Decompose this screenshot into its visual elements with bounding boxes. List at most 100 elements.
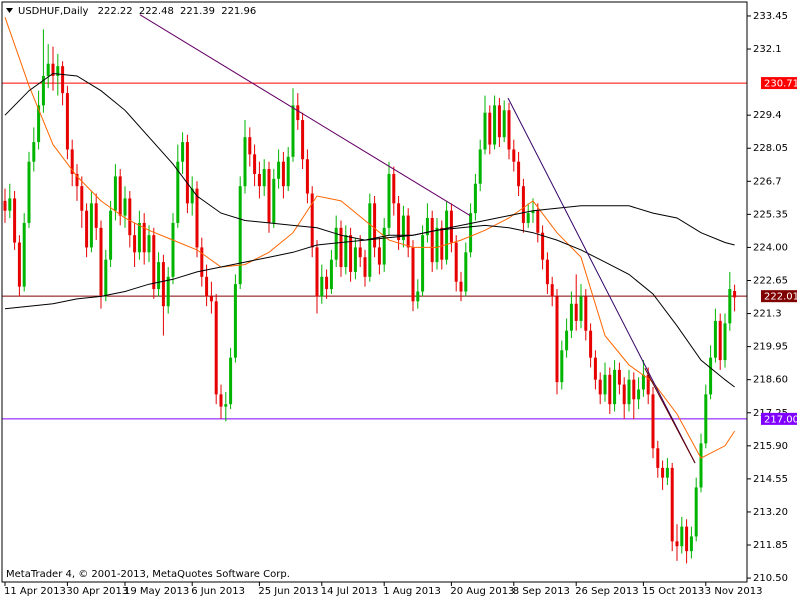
candle-body: [392, 173, 396, 204]
candle-body: [85, 210, 89, 248]
candle-body: [493, 105, 497, 145]
candle-body: [401, 215, 405, 241]
candle-body: [382, 227, 386, 265]
candle-body: [637, 389, 641, 400]
candle-body: [301, 120, 305, 160]
close-value: 221.96: [221, 6, 256, 17]
candle-body: [536, 210, 540, 233]
candle-body: [27, 161, 31, 223]
candle-body: [646, 374, 650, 395]
moving-average: [4, 205, 735, 310]
candle-body: [80, 186, 84, 211]
candle-body: [469, 213, 473, 253]
candle-body: [113, 176, 117, 211]
candle-body: [579, 296, 583, 321]
candle-body: [512, 149, 516, 162]
moving-average: [4, 17, 736, 459]
candle-body: [65, 93, 69, 150]
candle-body: [51, 63, 55, 76]
candle-body: [123, 198, 127, 216]
x-tick-label: 11 Apr 2013: [4, 586, 66, 597]
candle-body: [344, 235, 348, 268]
candle-body: [387, 173, 391, 228]
y-tick-label: 232.1: [753, 44, 782, 55]
candle-body: [723, 323, 727, 361]
candle-body: [574, 303, 578, 321]
candle-body: [502, 110, 506, 138]
candle-body: [157, 262, 161, 290]
y-tick-label: 213.20: [753, 507, 788, 518]
high-value: 222.48: [139, 6, 174, 17]
candle-body: [89, 203, 93, 248]
candle-body: [94, 203, 98, 228]
candle-body: [589, 330, 593, 358]
y-tick-label: 224.00: [753, 242, 788, 253]
candle-body: [286, 156, 290, 187]
candle-body: [680, 526, 684, 547]
y-tick-label: 222.65: [753, 275, 788, 286]
candle-body: [397, 203, 401, 241]
candle-body: [665, 467, 669, 478]
candle-body: [411, 247, 415, 302]
candle-body: [464, 252, 468, 292]
candle-body: [685, 526, 689, 552]
candle-body: [459, 281, 463, 292]
candle-body: [694, 487, 698, 537]
candle-body: [406, 215, 410, 248]
candle-body: [473, 183, 477, 214]
candle-body: [497, 105, 501, 138]
candle-body: [238, 186, 242, 285]
x-tick-label: 19 May 2013: [124, 586, 189, 597]
candle-body: [521, 186, 525, 223]
candle-body: [632, 379, 636, 400]
candle-body: [137, 222, 141, 253]
candle-body: [421, 235, 425, 292]
candle-body: [75, 173, 79, 187]
x-tick-label: 26 Sep 2013: [575, 586, 638, 597]
candle-body: [181, 142, 185, 162]
candle-body: [430, 218, 434, 263]
y-tick-label: 214.55: [753, 474, 788, 485]
candle-body: [584, 296, 588, 331]
y-tick-label: 221.3: [753, 309, 782, 320]
candle-body: [147, 235, 151, 253]
menu-triangle[interactable]: [6, 8, 13, 13]
symbol: USDHUF,Daily: [18, 6, 89, 17]
candle-body: [171, 222, 175, 277]
candle-body: [353, 247, 357, 272]
trend-line: [139, 14, 471, 217]
candle-body: [608, 374, 612, 405]
candle-body: [541, 232, 545, 260]
candle-body: [709, 357, 713, 395]
candle-body: [243, 137, 247, 187]
candle-body: [281, 161, 285, 187]
candle-body: [349, 235, 353, 272]
candle-body: [334, 227, 338, 260]
candle-body: [718, 320, 722, 361]
candle-body: [320, 276, 324, 297]
candle-body: [70, 149, 74, 174]
candle-body: [262, 169, 266, 187]
candle-body: [22, 222, 26, 287]
level-price-label: 222.01: [764, 292, 799, 303]
candle-body: [109, 210, 113, 260]
candle-body: [315, 247, 319, 297]
candle-body: [32, 142, 36, 162]
low-value: 221.39: [180, 6, 215, 17]
candle-body: [617, 369, 621, 385]
candle-body: [209, 296, 213, 302]
x-tick-label: 20 Aug 2013: [450, 586, 514, 597]
candle-body: [550, 284, 554, 297]
candle-body: [142, 222, 146, 253]
candle-body: [224, 404, 228, 407]
x-tick-label: 15 Oct 2013: [642, 586, 704, 597]
y-tick-label: 233.45: [753, 11, 788, 22]
candle-body: [61, 66, 65, 94]
candle-body: [531, 210, 535, 214]
candle-body: [13, 198, 17, 243]
candle-body: [689, 536, 693, 552]
candle-body: [699, 443, 703, 488]
candle-body: [656, 448, 660, 468]
x-tick-label: 14 Jul 2013: [321, 586, 378, 597]
